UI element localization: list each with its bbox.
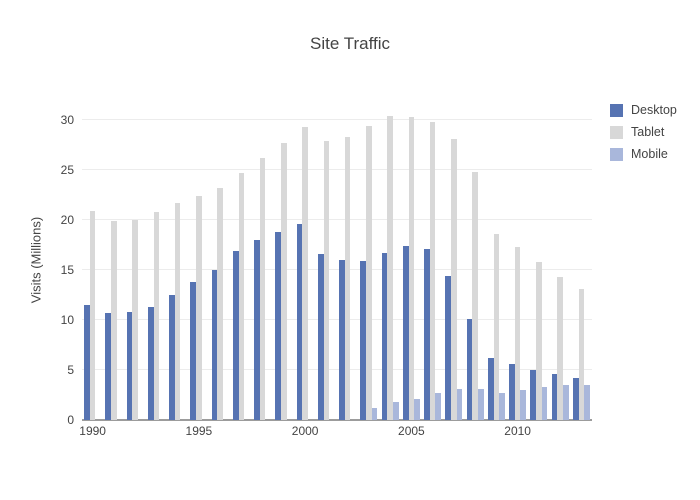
bar-desktop-1996 bbox=[211, 270, 218, 420]
bar-desktop-2012 bbox=[551, 374, 558, 420]
bar-desktop-1997 bbox=[232, 251, 239, 420]
y-tick-label: 30 bbox=[60, 113, 74, 127]
bar-tablet-2004 bbox=[387, 116, 393, 420]
bar-tablet-1992 bbox=[132, 220, 138, 420]
bar-mobile-2010 bbox=[520, 390, 527, 420]
bar-tablet-2008 bbox=[472, 172, 478, 420]
bar-tablet-1995 bbox=[196, 196, 202, 420]
legend-label: Tablet bbox=[631, 125, 665, 139]
legend: Desktop Tablet Mobile bbox=[610, 103, 677, 169]
bar-mobile-2003 bbox=[371, 408, 378, 420]
x-tick-label: 2010 bbox=[504, 424, 531, 438]
bar-tablet-1998 bbox=[259, 158, 266, 420]
legend-item-mobile[interactable]: Mobile bbox=[610, 147, 677, 161]
x-tick-label: 2005 bbox=[398, 424, 425, 438]
desktop-swatch-icon bbox=[610, 103, 623, 117]
bar-desktop-1990 bbox=[84, 305, 90, 420]
y-tick-label: 20 bbox=[60, 213, 74, 227]
bar-desktop-2001 bbox=[317, 254, 324, 420]
mobile-swatch-icon bbox=[610, 147, 623, 161]
bar-mobile-2004 bbox=[392, 402, 399, 420]
gridline bbox=[82, 119, 592, 120]
bar-tablet-2000 bbox=[302, 127, 308, 420]
bar-tablet-1990 bbox=[89, 211, 96, 420]
bar-tablet-2007 bbox=[451, 139, 457, 420]
bar-tablet-2003 bbox=[366, 126, 372, 420]
y-tick-label: 25 bbox=[60, 163, 74, 177]
legend-label: Mobile bbox=[631, 147, 668, 161]
bar-mobile-2007 bbox=[456, 389, 463, 420]
y-tick-label: 15 bbox=[60, 263, 74, 277]
x-tick-label: 1990 bbox=[79, 424, 106, 438]
gridline bbox=[82, 269, 592, 270]
bar-desktop-1998 bbox=[254, 240, 260, 420]
bar-tablet-2006 bbox=[429, 122, 436, 420]
bar-tablet-1991 bbox=[111, 221, 117, 420]
bar-desktop-1995 bbox=[190, 282, 196, 420]
bar-mobile-2013 bbox=[584, 385, 590, 420]
bar-mobile-2012 bbox=[562, 385, 569, 420]
bar-desktop-1991 bbox=[105, 313, 111, 420]
gridline bbox=[82, 319, 592, 320]
bar-desktop-2013 bbox=[572, 378, 579, 420]
bar-desktop-2011 bbox=[530, 370, 536, 420]
bar-desktop-1994 bbox=[169, 295, 175, 420]
bar-desktop-2006 bbox=[424, 249, 430, 420]
gridline bbox=[82, 219, 592, 220]
bar-desktop-2008 bbox=[466, 319, 473, 420]
bar-mobile-2005 bbox=[414, 399, 420, 420]
gridline bbox=[82, 369, 592, 370]
plot-area bbox=[82, 100, 592, 421]
x-axis-line bbox=[82, 419, 592, 421]
bar-tablet-2002 bbox=[344, 137, 351, 420]
legend-item-desktop[interactable]: Desktop bbox=[610, 103, 677, 117]
bar-mobile-2008 bbox=[477, 389, 484, 420]
bar-tablet-2001 bbox=[323, 141, 330, 420]
bar-desktop-1993 bbox=[147, 307, 154, 420]
bar-tablet-1994 bbox=[174, 203, 181, 420]
bar-tablet-1999 bbox=[281, 143, 287, 420]
bar-tablet-2010 bbox=[514, 247, 521, 420]
bar-mobile-2009 bbox=[499, 393, 505, 420]
bar-desktop-2000 bbox=[296, 224, 303, 420]
bar-desktop-2009 bbox=[487, 358, 494, 420]
bar-tablet-2009 bbox=[493, 234, 500, 420]
legend-label: Desktop bbox=[631, 103, 677, 117]
bar-mobile-2006 bbox=[435, 393, 442, 420]
bar-tablet-2011 bbox=[536, 262, 542, 420]
x-tick-label: 1995 bbox=[185, 424, 213, 438]
y-tick-label: 0 bbox=[67, 413, 74, 427]
gridline bbox=[82, 169, 592, 170]
bar-desktop-2010 bbox=[509, 364, 515, 420]
bar-desktop-2004 bbox=[381, 253, 388, 420]
y-tick-label: 5 bbox=[67, 363, 74, 377]
tablet-swatch-icon bbox=[610, 125, 623, 139]
bar-desktop-2007 bbox=[445, 276, 451, 420]
y-tick-label: 10 bbox=[60, 313, 74, 327]
bar-tablet-2012 bbox=[557, 277, 563, 420]
bar-desktop-1999 bbox=[275, 232, 281, 420]
bar-tablet-1996 bbox=[217, 188, 223, 420]
bar-desktop-2005 bbox=[402, 246, 409, 420]
bar-mobile-2011 bbox=[541, 387, 548, 420]
bar-tablet-1997 bbox=[238, 173, 245, 420]
legend-item-tablet[interactable]: Tablet bbox=[610, 125, 677, 139]
y-axis-title: Visits (Millions) bbox=[28, 216, 44, 304]
x-tick-label: 2000 bbox=[291, 424, 319, 438]
bar-desktop-1992 bbox=[126, 312, 133, 420]
chart-title: Site Traffic bbox=[310, 34, 390, 53]
bar-desktop-2002 bbox=[339, 260, 345, 420]
bar-desktop-2003 bbox=[360, 261, 366, 420]
bar-tablet-1993 bbox=[153, 212, 160, 420]
bar-tablet-2013 bbox=[578, 289, 585, 420]
bar-tablet-2005 bbox=[408, 117, 415, 420]
